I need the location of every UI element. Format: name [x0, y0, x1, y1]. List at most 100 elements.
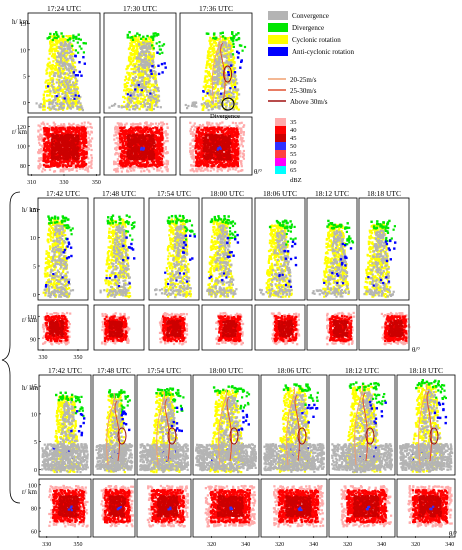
panel-frame [38, 374, 92, 476]
panel-frame [328, 478, 396, 538]
panel-time-label: 18:06 UTC [277, 366, 311, 375]
row3-theta-ticks-b: 320 340 [411, 536, 454, 548]
legend-swatch-anticyclonic [268, 47, 288, 56]
y-tick-label: 110 [27, 315, 36, 321]
y-tick-label: 0 [23, 101, 26, 107]
row3-theta-ticks-b: 320 340 [275, 536, 318, 548]
x-tick-label: 350 [74, 542, 83, 548]
colorbar-cell [275, 142, 286, 150]
row2-vertical-panel: 18:18 UTC [358, 189, 410, 301]
row3-vertical-panel: 18:00 UTC [192, 366, 260, 476]
row2-reflectivity-panel [254, 304, 306, 351]
legend-label-divergence: Divergence [292, 24, 324, 32]
colorbar-value: 40 [290, 127, 297, 134]
r-axis-label-row1: r/ km [12, 128, 28, 136]
panel-time-label: 17:42 UTC [48, 366, 82, 375]
panel-frame [396, 478, 456, 538]
panels-layer: 17:24 UTC 17:30 UTC 17:36 UTC0510158010012… [12, 4, 457, 548]
row1-vertical-panel: 17:36 UTC [179, 4, 253, 114]
row2-vertical-panel: 17:48 UTC [93, 189, 145, 301]
panel-frame [192, 374, 260, 476]
colorbar-value: 35 [290, 119, 297, 126]
panel-frame [254, 304, 306, 351]
row2-vertical-panel: 17:42 UTC [37, 189, 89, 301]
x-tick-label: 350 [74, 355, 83, 361]
panel-frame [260, 374, 328, 476]
x-tick-label: 310 [27, 180, 36, 186]
legend: Convergence Divergence Cyclonic rotation An… [268, 11, 355, 184]
colorbar-unit: dBZ [290, 177, 302, 184]
x-tick-label: 340 [445, 542, 454, 548]
row1-h-ticks: 0 5 10 15 [20, 22, 30, 107]
row2-reflectivity-panel [37, 304, 89, 351]
row1-reflectivity-panel [179, 116, 253, 176]
panel-frame [103, 12, 177, 114]
y-tick-label: 10 [31, 412, 37, 418]
panel-frame [306, 197, 358, 301]
panel-frame [192, 478, 260, 538]
colorbar-cell [275, 126, 286, 134]
y-tick-label: 10 [30, 236, 36, 242]
r-axis-label-row3: r/ km [22, 488, 38, 496]
row2-r-ticks: 90 110 [27, 315, 40, 343]
y-tick-label: 80 [20, 164, 26, 170]
row1-reflectivity-panel [27, 116, 101, 176]
panel-time-label: 17:54 UTC [147, 366, 181, 375]
panel-frame [93, 304, 145, 351]
row3-reflectivity-panel [92, 478, 136, 538]
x-tick-label: 330 [39, 355, 48, 361]
panel-frame [179, 116, 253, 176]
panel-frame [93, 197, 145, 301]
row3-h-ticks: 0 5 10 15 [31, 385, 41, 474]
colorbar-cell [275, 134, 286, 142]
row3-vertical-panel: 17:48 UTC [92, 366, 136, 476]
highlight-circle [221, 97, 235, 111]
row3-vertical-panel: 17:54 UTC [136, 366, 192, 476]
h-axis-label-row2: h/ km [22, 206, 39, 214]
row3-reflectivity-panel [260, 478, 328, 538]
row2-vertical-panel: 17:54 UTC [148, 189, 200, 301]
panel-frame [148, 304, 200, 351]
panel-frame [260, 478, 328, 538]
colorbar-cell [275, 150, 286, 158]
legend-label-anticyclonic: Anti-cyclonic rotation [292, 48, 355, 56]
divergence-annotation: Divergence [210, 113, 240, 120]
panel-time-label: 17:30 UTC [123, 4, 157, 13]
row3-r-ticks: 60 80 100 [28, 483, 41, 536]
row2-reflectivity-panel [93, 304, 145, 351]
panel-frame [179, 12, 253, 114]
y-tick-label: 0 [33, 293, 36, 299]
colorbar-value: 50 [290, 143, 297, 150]
colorbar-cell [275, 158, 286, 166]
y-tick-label: 120 [17, 125, 26, 131]
panel-frame [306, 304, 358, 351]
row3-reflectivity-panel [396, 478, 456, 538]
panel-frame [201, 197, 253, 301]
panel-frame [396, 374, 456, 476]
panel-frame [136, 478, 192, 538]
y-tick-label: 100 [17, 145, 26, 151]
legend-swatch-divergence [268, 23, 288, 32]
panel-frame [27, 12, 101, 114]
row3-vertical-panel: 18:18 UTC [396, 366, 456, 476]
x-tick-label: 340 [309, 542, 318, 548]
panel-time-label: 17:42 UTC [46, 189, 80, 198]
x-tick-label: 340 [241, 542, 250, 548]
legend-label-cyclonic: Cyclonic rotation [292, 36, 341, 44]
panel-time-label: 18:00 UTC [210, 189, 244, 198]
row3-reflectivity-panel [192, 478, 260, 538]
panel-time-label: 18:18 UTC [367, 189, 401, 198]
row2-vertical-panel: 18:00 UTC [201, 189, 253, 301]
row2-vertical-panel: 18:06 UTC [254, 189, 306, 301]
panel-frame [358, 197, 410, 301]
panel-frame [92, 478, 136, 538]
h-axis-label-row3: h/ km [22, 384, 39, 392]
h-axis-label-row1: h/ km [12, 18, 29, 26]
panel-time-label: 17:36 UTC [199, 4, 233, 13]
x-tick-label: 320 [411, 542, 420, 548]
row3-reflectivity-panel [328, 478, 396, 538]
panel-time-label: 18:12 UTC [345, 366, 379, 375]
colorbar-value: 55 [290, 151, 297, 158]
legend-label-convergence: Convergence [292, 12, 329, 20]
